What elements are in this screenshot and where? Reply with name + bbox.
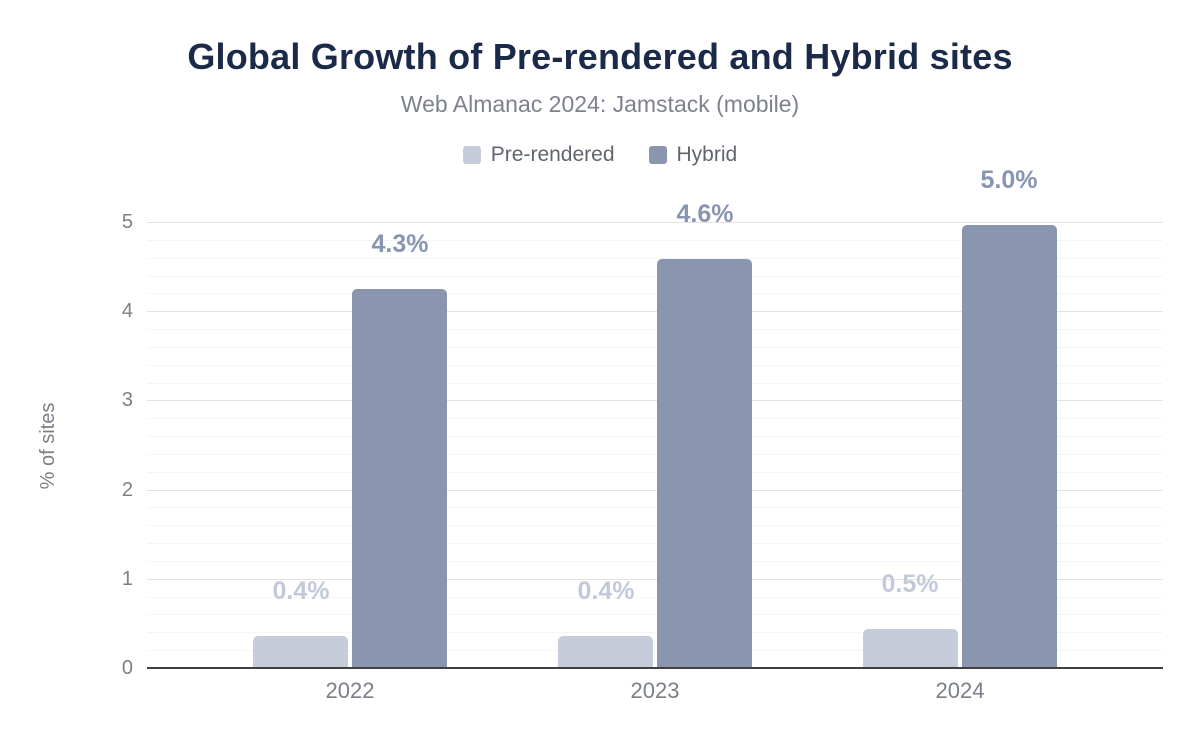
value-label-pre-rendered-2024: 0.5% bbox=[881, 570, 939, 598]
legend-label-hybrid: Hybrid bbox=[676, 143, 738, 166]
major-gridline bbox=[147, 400, 1163, 401]
bar-hybrid-2024[interactable] bbox=[962, 225, 1057, 668]
minor-gridline bbox=[147, 418, 1163, 419]
bar-pre-rendered-2023[interactable] bbox=[558, 636, 653, 668]
minor-gridline bbox=[147, 293, 1163, 294]
minor-gridline bbox=[147, 383, 1163, 384]
minor-gridline bbox=[147, 543, 1163, 544]
minor-gridline bbox=[147, 240, 1163, 241]
bar-hybrid-2023[interactable] bbox=[657, 259, 752, 668]
value-label-hybrid-2022: 4.3% bbox=[371, 230, 429, 258]
minor-gridline bbox=[147, 507, 1163, 508]
minor-gridline bbox=[147, 650, 1163, 651]
y-tick-label: 3 bbox=[121, 389, 133, 411]
chart-subtitle: Web Almanac 2024: Jamstack (mobile) bbox=[400, 91, 800, 117]
y-tick-label: 1 bbox=[121, 568, 133, 590]
y-tick-label: 2 bbox=[121, 479, 133, 501]
x-axis-label-2024: 2024 bbox=[935, 678, 985, 703]
value-label-pre-rendered-2023: 0.4% bbox=[577, 577, 635, 605]
bar-pre-rendered-2024[interactable] bbox=[863, 629, 958, 668]
legend-item-pre-rendered[interactable]: Pre-rendered bbox=[462, 143, 615, 167]
value-label-hybrid-2024: 5.0% bbox=[980, 166, 1038, 194]
minor-gridline bbox=[147, 454, 1163, 455]
minor-gridline bbox=[147, 632, 1163, 633]
bar-pre-rendered-2022[interactable] bbox=[253, 636, 348, 668]
x-axis-label-2022: 2022 bbox=[325, 678, 375, 703]
minor-gridline bbox=[147, 329, 1163, 330]
minor-gridline bbox=[147, 436, 1163, 437]
minor-gridline bbox=[147, 525, 1163, 526]
chart-title: Global Growth of Pre-rendered and Hybrid… bbox=[187, 36, 1013, 77]
minor-gridline bbox=[147, 614, 1163, 615]
legend-label-pre-rendered: Pre-rendered bbox=[490, 143, 615, 166]
minor-gridline bbox=[147, 561, 1163, 562]
bar-hybrid-2022[interactable] bbox=[352, 289, 447, 668]
value-label-pre-rendered-2022: 0.4% bbox=[272, 577, 330, 605]
legend-item-hybrid[interactable]: Hybrid bbox=[648, 143, 738, 167]
x-axis-label-2023: 2023 bbox=[630, 678, 680, 703]
major-gridline bbox=[147, 579, 1163, 580]
legend: Pre-rendered Hybrid bbox=[0, 143, 1200, 167]
minor-gridline bbox=[147, 472, 1163, 473]
value-label-hybrid-2023: 4.6% bbox=[676, 200, 734, 228]
legend-swatch-pre-rendered-icon bbox=[462, 146, 481, 164]
minor-gridline bbox=[147, 347, 1163, 348]
major-gridline bbox=[147, 222, 1163, 223]
minor-gridline bbox=[147, 365, 1163, 366]
minor-gridline bbox=[147, 276, 1163, 277]
minor-gridline bbox=[147, 258, 1163, 259]
major-gridline bbox=[147, 311, 1163, 312]
x-axis-line bbox=[147, 667, 1163, 669]
minor-gridline bbox=[147, 597, 1163, 598]
y-tick-label: 5 bbox=[121, 211, 133, 233]
y-tick-label: 4 bbox=[121, 300, 133, 322]
y-tick-label: 0 bbox=[121, 657, 133, 679]
legend-swatch-hybrid-icon bbox=[648, 146, 667, 164]
major-gridline bbox=[147, 490, 1163, 491]
